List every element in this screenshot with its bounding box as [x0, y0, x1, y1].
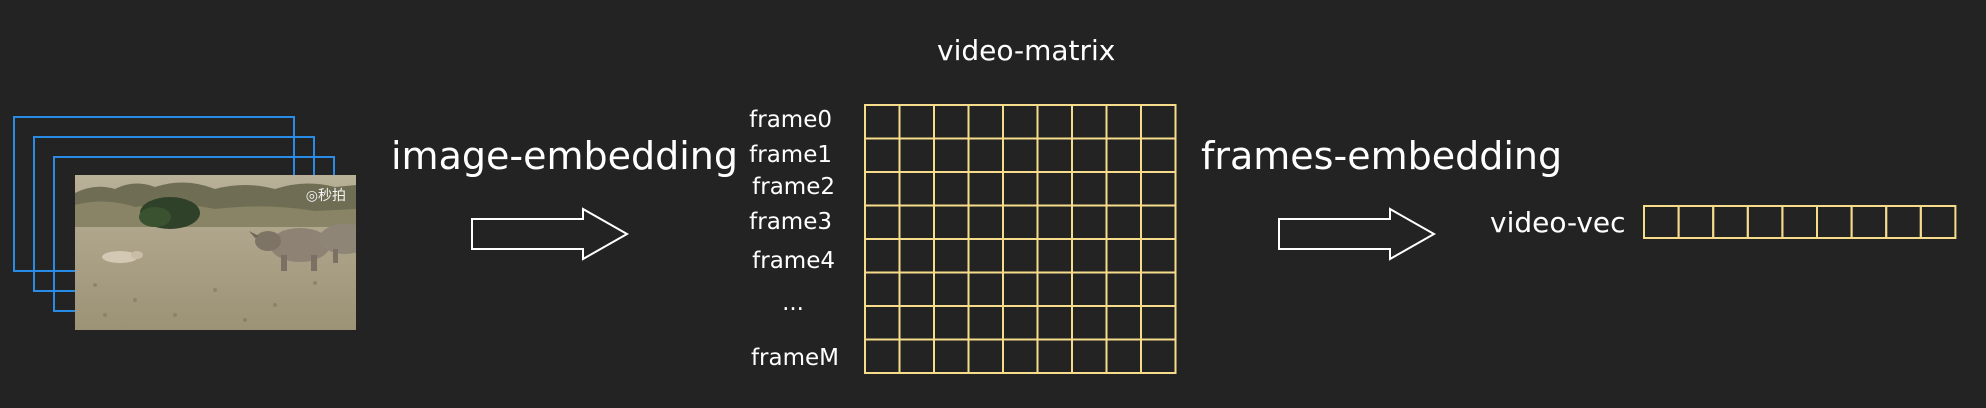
frames-embedding-arrow: [1278, 207, 1437, 261]
vector-cell: [1919, 205, 1957, 239]
frames-embedding-label: frames-embedding: [1201, 134, 1563, 178]
vector-cell: [1643, 205, 1680, 239]
vector-cell: [1850, 205, 1888, 239]
matrix-cell: [1140, 338, 1177, 374]
image-embedding-label: image-embedding: [391, 134, 738, 178]
video-frame-photo: ◎秒拍: [75, 175, 356, 330]
row-label-ellipsis: ...: [782, 290, 804, 316]
watermark-text: ◎秒拍: [305, 188, 346, 204]
row-label-frame4: frame4: [752, 248, 835, 274]
vector-cell: [1712, 205, 1749, 239]
video-vec-label: video-vec: [1490, 206, 1626, 239]
row-label-frame2: frame2: [752, 174, 835, 200]
savanna-rhino-image: [75, 175, 356, 330]
vector-cell: [1746, 205, 1784, 239]
vector-cell: [1885, 205, 1922, 239]
image-embedding-arrow: [471, 207, 630, 261]
vector-cell: [1677, 205, 1715, 239]
video-matrix-title: video-matrix: [937, 34, 1116, 67]
row-label-frame0: frame0: [749, 107, 832, 133]
vector-cell: [1816, 205, 1853, 239]
row-label-frame1: frame1: [749, 142, 832, 168]
row-label-frameM: frameM: [750, 345, 839, 371]
vector-cell: [1781, 205, 1819, 239]
row-label-frame3: frame3: [749, 209, 832, 235]
